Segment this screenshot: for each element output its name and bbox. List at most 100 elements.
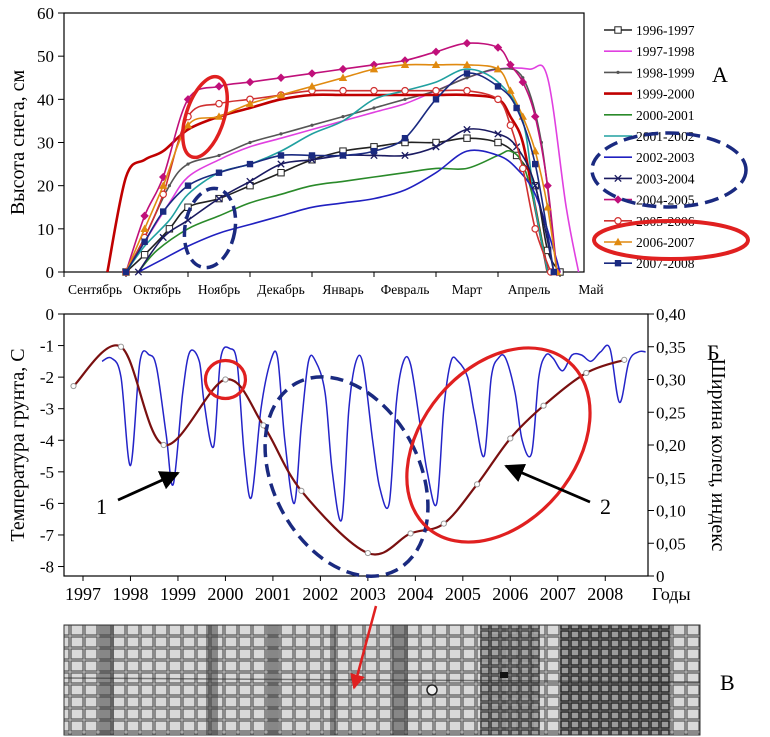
legend-item: 1997-1998 — [604, 44, 695, 59]
data-point — [159, 181, 168, 189]
data-point — [401, 151, 409, 160]
pointer-arrow-2003 — [350, 605, 378, 690]
data-point — [400, 60, 410, 68]
data-point — [70, 382, 77, 390]
series-ring-width — [70, 343, 628, 557]
data-point — [338, 73, 348, 81]
data-point — [532, 160, 539, 168]
y-axis-title: Температура грунта, С — [7, 348, 29, 541]
data-point — [540, 402, 547, 409]
data-point — [369, 64, 379, 73]
data-point — [463, 125, 471, 134]
x-tick-label: Февраль — [381, 282, 430, 297]
tree-ring-micrograph — [63, 624, 701, 736]
legend-item: 2003-2004 — [604, 171, 695, 186]
x-tick-label: 1997 — [65, 584, 101, 604]
y-tick-label: -4 — [40, 431, 55, 450]
panel-label-a: А — [712, 62, 728, 87]
legend-label: 2004-2005 — [636, 193, 695, 208]
y2-tick-label: 0,30 — [656, 371, 686, 390]
data-point — [431, 47, 441, 57]
series-2004-2005 — [121, 39, 562, 277]
data-point — [543, 203, 552, 211]
y2-tick-label: 0,25 — [656, 403, 686, 422]
data-point — [372, 106, 376, 110]
x-tick-label: Октябрь — [133, 282, 181, 297]
x-tick-label: Апрель — [508, 282, 551, 297]
soil-temperature-chart: 0 -1 -2 -3 -4 -5 -6 -7 -8 0 0,05 0,10 0,15 0,20 0,25 0,… — [7, 305, 729, 604]
data-point — [141, 238, 148, 245]
y-tick-label: 30 — [37, 134, 54, 153]
y2-tick-label: 0,15 — [656, 469, 686, 488]
data-point — [432, 143, 440, 151]
data-point — [407, 530, 414, 537]
series-line — [125, 67, 558, 273]
series-line — [138, 149, 561, 273]
data-point — [279, 132, 283, 136]
data-point — [432, 86, 440, 95]
data-point — [310, 123, 314, 127]
data-point — [494, 130, 502, 138]
x-axis-title: Годы — [652, 584, 691, 604]
y-tick-label: -1 — [40, 337, 54, 356]
data-point — [506, 86, 515, 94]
data-point — [432, 96, 440, 103]
data-point — [308, 152, 316, 159]
data-point — [215, 194, 223, 203]
data-point — [494, 95, 502, 104]
legend-label: 2001-2002 — [636, 129, 695, 144]
data-point — [339, 152, 347, 159]
y2-axis-title: Ширина колец, индекс — [707, 359, 729, 552]
annotation-arrow — [117, 471, 180, 502]
data-point — [616, 70, 620, 74]
y-tick-label: 10 — [37, 220, 54, 239]
data-point — [401, 134, 409, 142]
y2-tick-label: 0,20 — [656, 436, 686, 455]
data-point — [583, 369, 590, 377]
legend-label: 1996-1997 — [636, 23, 695, 38]
legend-label: 2006-2007 — [636, 235, 695, 250]
series-2002-2003 — [138, 149, 561, 273]
data-point — [222, 376, 229, 383]
data-point — [370, 147, 378, 155]
x-tick-label: 2000 — [207, 584, 243, 604]
legend-item: 2000-2001 — [604, 108, 695, 123]
data-point — [160, 208, 167, 215]
highlight-ellipse — [263, 375, 430, 578]
data-point — [432, 138, 440, 147]
y-tick-label: -3 — [40, 400, 54, 419]
y-tick-label: 0 — [46, 305, 55, 324]
data-point — [473, 481, 481, 488]
y-tick-label: 0 — [46, 263, 55, 282]
y-tick-label: 60 — [37, 4, 54, 23]
legend-item: 1996-1997 — [604, 23, 695, 38]
data-point — [276, 90, 286, 99]
highlights-b — [203, 346, 592, 578]
data-point — [493, 64, 503, 73]
legend-item: 2001-2002 — [604, 129, 695, 144]
data-point — [507, 435, 514, 442]
data-point — [307, 69, 317, 78]
series-line — [101, 344, 646, 522]
data-point — [465, 76, 469, 80]
legend-label: 1997-1998 — [636, 44, 695, 59]
data-point — [277, 160, 285, 168]
annotation-label: 2 — [600, 494, 611, 519]
data-point — [518, 164, 527, 173]
panel-label-c: В — [720, 670, 735, 695]
series-soil-temperature — [101, 344, 646, 522]
data-point — [298, 487, 305, 494]
data-point — [140, 224, 149, 233]
legend-label: 1999-2000 — [636, 87, 695, 102]
data-point — [463, 86, 471, 95]
series-line — [137, 128, 555, 273]
data-point — [277, 152, 285, 159]
data-point — [338, 64, 348, 74]
panel-label-b: Б — [707, 340, 720, 365]
data-point — [246, 160, 254, 168]
x-tick-label: 2003 — [350, 584, 386, 604]
data-point — [543, 181, 552, 190]
data-point — [370, 86, 378, 95]
annotation-arrow — [504, 463, 591, 504]
data-point — [183, 95, 193, 104]
